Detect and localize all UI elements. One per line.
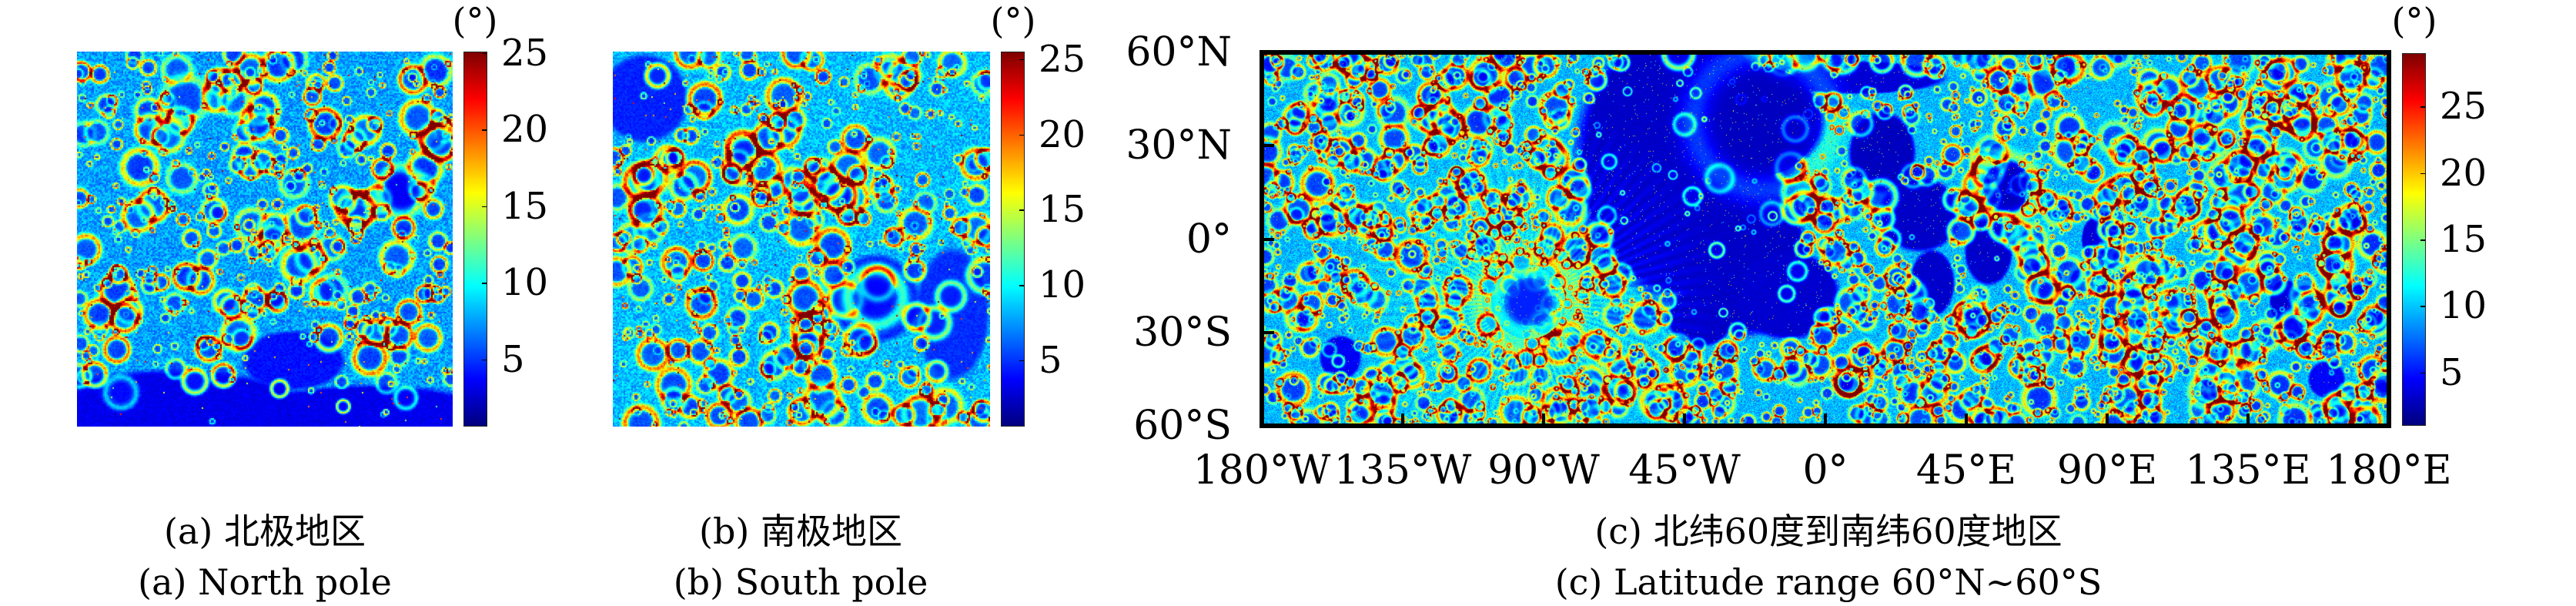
x-tick-label: 0°: [1802, 447, 1848, 494]
caption-c-english: (c) Latitude range 60°N∼60°S: [1554, 561, 2103, 603]
colorbar-tick-mark: [1019, 360, 1024, 362]
colorbar-tick-label: 20: [2440, 151, 2487, 195]
y-tick-label: 60°S: [1133, 403, 1232, 449]
colorbar-tick-mark: [482, 206, 487, 208]
colorbar-tick-mark: [1019, 134, 1024, 136]
colorbar-tick-label: 25: [501, 31, 549, 75]
colorbar-tick-mark: [482, 129, 487, 131]
colorbar-tick-label: 25: [1039, 37, 1086, 81]
x-tick-mark: [2106, 413, 2109, 426]
x-tick-label: 135°E: [2185, 447, 2311, 494]
x-tick-label: 180°W: [1193, 447, 1331, 494]
colorbar-tick-mark: [482, 359, 487, 361]
colorbar-tick-mark: [482, 283, 487, 284]
colorbar-tick-label: 10: [1039, 263, 1086, 307]
colorbar-tick-mark: [1019, 285, 1024, 286]
y-tick-mark: [1262, 330, 1274, 334]
y-tick-label: 60°N: [1126, 29, 1232, 75]
colorbar-b-unit-label: (°): [990, 0, 1036, 42]
heatmap-north-pole: [77, 52, 453, 427]
colorbar-tick-label: 15: [1039, 188, 1086, 232]
colorbar-tick-mark: [482, 52, 487, 55]
colorbar-tick-mark: [2420, 106, 2425, 108]
colorbar-c-unit-label: (°): [2391, 0, 2437, 42]
colorbar-tick-label: 5: [1039, 338, 1062, 382]
colorbar-tick-mark: [2420, 306, 2425, 307]
colorbar-tick-label: 20: [1039, 112, 1086, 156]
x-tick-mark: [2246, 413, 2250, 426]
caption-b-chinese: (b) 南极地区: [699, 511, 902, 552]
x-tick-label: 45°W: [1628, 447, 1741, 494]
colorbar-tick-mark: [1019, 59, 1024, 61]
heatmap-lunar-map: [1262, 52, 2389, 426]
x-tick-mark: [1401, 413, 1404, 426]
y-tick-label: 0°: [1186, 216, 1232, 263]
x-tick-label: 180°E: [2326, 447, 2452, 494]
colorbar-tick-mark: [2420, 372, 2425, 374]
colorbar-tick-label: 10: [501, 261, 549, 305]
x-tick-mark: [1965, 413, 1968, 426]
colorbar-tick-label: 25: [2440, 85, 2487, 129]
caption-b-english: (b) South pole: [673, 561, 928, 603]
colorbar-tick-label: 15: [2440, 218, 2487, 261]
heatmap-south-pole: [613, 52, 990, 427]
colorbar-tick-label: 20: [501, 108, 549, 152]
y-tick-label: 30°S: [1133, 309, 1232, 356]
colorbar-a: [463, 52, 487, 427]
colorbar-tick-mark: [1019, 209, 1024, 211]
caption-a-chinese: (a) 北极地区: [164, 511, 366, 552]
x-tick-label: 90°E: [2056, 447, 2158, 494]
y-tick-mark: [1262, 237, 1274, 241]
colorbar-tick-label: 15: [501, 184, 549, 228]
x-tick-mark: [1542, 413, 1545, 426]
colorbar-tick-label: 5: [2440, 350, 2464, 394]
caption-a-english: (a) North pole: [138, 561, 392, 603]
x-tick-label: 90°W: [1487, 447, 1600, 494]
x-tick-mark: [1824, 413, 1827, 426]
x-tick-label: 135°W: [1333, 447, 1472, 494]
x-tick-label: 45°E: [1915, 447, 2017, 494]
colorbar-b: [1001, 52, 1025, 427]
x-tick-mark: [1683, 413, 1686, 426]
y-tick-label: 30°N: [1126, 122, 1232, 169]
y-tick-mark: [1262, 144, 1274, 148]
colorbar-a-unit-label: (°): [452, 0, 498, 42]
colorbar-tick-label: 10: [2440, 284, 2487, 328]
colorbar-tick-label: 5: [501, 337, 525, 381]
colorbar-tick-mark: [2420, 239, 2425, 241]
caption-c-chinese: (c) 北纬60度到南纬60度地区: [1594, 511, 2062, 552]
colorbar-tick-mark: [2420, 172, 2425, 175]
